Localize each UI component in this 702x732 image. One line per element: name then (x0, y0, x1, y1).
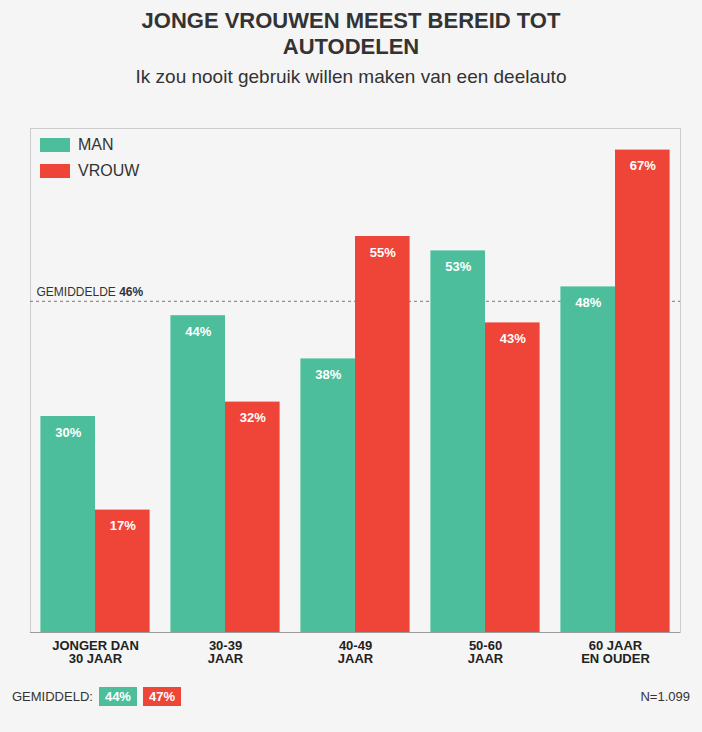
svg-text:53%: 53% (445, 259, 471, 274)
svg-text:55%: 55% (370, 245, 396, 260)
svg-text:60 JAAREN OUDER: 60 JAAREN OUDER (581, 638, 650, 666)
svg-text:JONGER DAN30 JAAR: JONGER DAN30 JAAR (52, 638, 139, 666)
svg-text:43%: 43% (500, 331, 526, 346)
html-text:44%: 44% (104, 688, 131, 704)
svg-text:38%: 38% (315, 367, 341, 382)
svg-text:40-49JAAR: 40-49JAAR (338, 638, 374, 666)
svg-text:46%: 46% (119, 285, 143, 299)
html-text:47%: 47% (148, 688, 175, 704)
html-text:N=1.099: N=1.099 (640, 688, 690, 704)
html-text:VROUW: VROUW (78, 162, 140, 179)
svg-text:50-60JAAR: 50-60JAAR (468, 638, 504, 666)
svg-text:30%: 30% (55, 425, 81, 440)
svg-text:67%: 67% (630, 158, 656, 173)
html-text:GEMIDDELD:: GEMIDDELD: (12, 688, 93, 704)
svg-text:30-39JAAR: 30-39JAAR (208, 638, 244, 666)
svg-text:48%: 48% (575, 295, 601, 310)
svg-text:44%: 44% (185, 324, 211, 339)
svg-text:17%: 17% (110, 518, 136, 533)
html-text:JONGE VROUWEN MEEST BEREID TOT: JONGE VROUWEN MEEST BEREID TOT AUTODELEN (141, 8, 561, 59)
svg-text:32%: 32% (240, 410, 266, 425)
svg-text:GEMIDDELDE: GEMIDDELDE (37, 285, 116, 299)
html-text:MAN: MAN (78, 136, 114, 153)
html-text:Ik zou nooit gebruik willen ma: Ik zou nooit gebruik willen maken van ee… (135, 66, 567, 87)
